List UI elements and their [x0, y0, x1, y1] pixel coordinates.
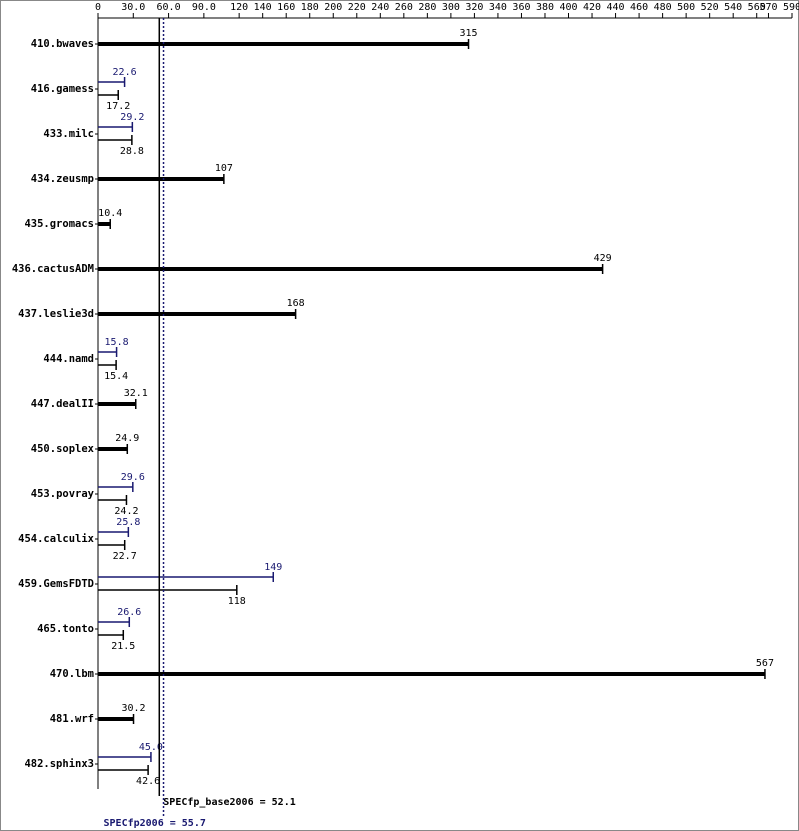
- x-tick-label: 280: [418, 2, 436, 13]
- category-label: 453.povray: [31, 488, 95, 500]
- reference-label: SPECfp_base2006 = 52.1: [163, 797, 295, 808]
- x-tick-label: 400: [559, 2, 577, 13]
- reference-label: SPECfp2006 = 55.7: [104, 818, 206, 829]
- value-label: 25.8: [116, 517, 140, 528]
- x-tick-label: 0: [95, 2, 101, 13]
- category-label: 459.GemsFDTD: [18, 578, 94, 590]
- x-tick-label: 60.0: [157, 2, 181, 13]
- x-tick-label: 140: [254, 2, 272, 13]
- x-tick-label: 220: [348, 2, 366, 13]
- category-label: 410.bwaves: [31, 38, 94, 50]
- category-label: 465.tonto: [37, 623, 94, 635]
- x-tick-label: 540: [724, 2, 742, 13]
- category-label: 482.sphinx3: [24, 758, 94, 770]
- category-label: 434.zeusmp: [31, 173, 94, 185]
- value-label: 28.8: [120, 146, 144, 157]
- x-tick-label: 590: [783, 2, 799, 13]
- value-label: 15.8: [105, 337, 129, 348]
- x-tick-label: 120: [230, 2, 248, 13]
- x-tick-label: 320: [465, 2, 483, 13]
- value-label: 567: [756, 658, 774, 669]
- x-tick-label: 420: [583, 2, 601, 13]
- x-tick-label: 560: [748, 2, 766, 13]
- value-label: 315: [459, 28, 477, 39]
- x-tick-label: 300: [442, 2, 460, 13]
- value-label: 24.9: [115, 433, 139, 444]
- x-tick-label: 440: [607, 2, 625, 13]
- x-tick-label: 480: [654, 2, 672, 13]
- category-label: 470.lbm: [50, 668, 94, 680]
- category-label: 454.calculix: [18, 533, 95, 545]
- value-label: 168: [287, 298, 305, 309]
- x-tick-label: 520: [701, 2, 719, 13]
- x-tick-label: 570: [759, 2, 777, 13]
- value-label: 10.4: [98, 208, 122, 219]
- value-label: 17.2: [106, 101, 130, 112]
- category-label: 416.gamess: [31, 83, 94, 95]
- value-label: 21.5: [111, 641, 135, 652]
- value-label: 29.2: [120, 112, 144, 123]
- value-label: 45.0: [139, 742, 163, 753]
- value-label: 24.2: [114, 506, 138, 517]
- x-tick-label: 90.0: [192, 2, 216, 13]
- x-tick-label: 260: [395, 2, 413, 13]
- x-tick-label: 380: [536, 2, 554, 13]
- x-tick-label: 180: [301, 2, 319, 13]
- x-tick-label: 160: [277, 2, 295, 13]
- value-label: 42.6: [136, 776, 160, 787]
- x-tick-label: 30.0: [121, 2, 145, 13]
- category-label: 481.wrf: [50, 713, 94, 725]
- x-tick-label: 360: [512, 2, 530, 13]
- x-tick-label: 460: [630, 2, 648, 13]
- category-label: 435.gromacs: [24, 218, 94, 230]
- category-label: 444.namd: [43, 353, 94, 365]
- category-label: 450.soplex: [31, 443, 95, 455]
- x-tick-label: 240: [371, 2, 389, 13]
- value-label: 149: [264, 562, 282, 573]
- x-tick-label: 200: [324, 2, 342, 13]
- category-label: 433.milc: [43, 128, 94, 140]
- x-tick-label: 500: [677, 2, 695, 13]
- x-tick-label: 340: [489, 2, 507, 13]
- value-label: 15.4: [104, 371, 128, 382]
- value-label: 429: [594, 253, 612, 264]
- value-label: 107: [215, 163, 233, 174]
- value-label: 32.1: [124, 388, 148, 399]
- category-label: 447.dealII: [31, 398, 94, 410]
- value-label: 30.2: [121, 703, 145, 714]
- category-label: 437.leslie3d: [18, 308, 94, 320]
- value-label: 26.6: [117, 607, 141, 618]
- value-label: 22.7: [113, 551, 137, 562]
- value-label: 118: [228, 596, 246, 607]
- category-label: 436.cactusADM: [12, 263, 94, 275]
- value-label: 29.6: [121, 472, 145, 483]
- value-label: 22.6: [113, 67, 137, 78]
